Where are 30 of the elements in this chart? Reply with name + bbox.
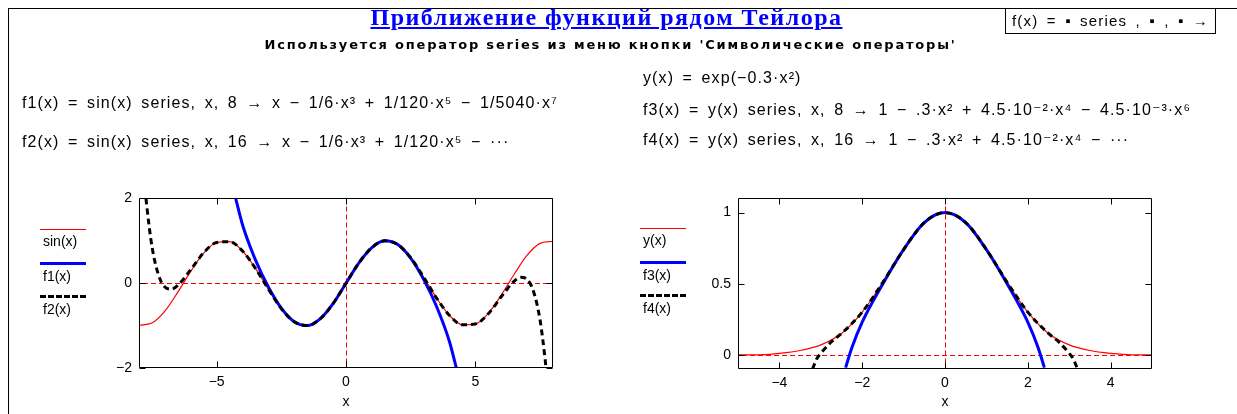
text: f4(x) = y(x) series, x, 16 → 1 − .3·x² + 4.5·10⁻²·x⁴ − ··· [643,131,1130,149]
y-tick-label: 0 [723,345,732,362]
y-tick-label: 0 [124,274,133,291]
text: y(x) = exp(−0.3·x²) [643,69,802,87]
x-tick-label: 4 [1106,374,1115,391]
x-tick-label: 0 [342,373,351,390]
text: f1(x) = sin(x) series, x, 8 → x − 1/6·x³ + 1/120·x⁵ − 1/5040·x⁷ [22,94,558,112]
text: f2(x) = sin(x) series, x, 16 → x − 1/6·x³ + 1/120·x⁵ − ··· [22,133,510,151]
x-tick-label: −2 [854,374,871,391]
legend-label: f1(x) [42,268,72,284]
x-axis-title: x [342,393,350,410]
formula-frame: f(x) = ▪ series , ▪ , ▪ → [1005,8,1217,34]
y-tick-label: −2 [116,358,133,375]
y-tick-label: 0.5 [711,274,732,291]
y-tick-label: 2 [124,189,133,206]
legend-label: f4(x) [642,300,672,316]
text: Приближение функций рядом Тейлора [370,4,843,30]
x-tick-label: 5 [471,373,480,390]
legend-label: y(x) [642,232,668,248]
legend-label: f2(x) [42,301,72,317]
x-tick-label: −5 [208,373,225,390]
y-tick-label: 1 [723,203,732,220]
x-tick-label: 0 [941,374,950,391]
x-tick-label: 2 [1023,374,1032,391]
x-tick-label: −4 [771,374,788,391]
legend-label: sin(x) [42,233,79,249]
x-axis-title: x [941,393,949,410]
legend-label: f3(x) [642,267,672,283]
text: f3(x) = y(x) series, x, 8 → 1 − .3·x² + 4.5·10⁻²·x⁴ − 4.5·10⁻³·x⁶ [643,101,1192,119]
text: Используется оператор series из меню кнопки 'Символические операторы' [263,37,958,53]
